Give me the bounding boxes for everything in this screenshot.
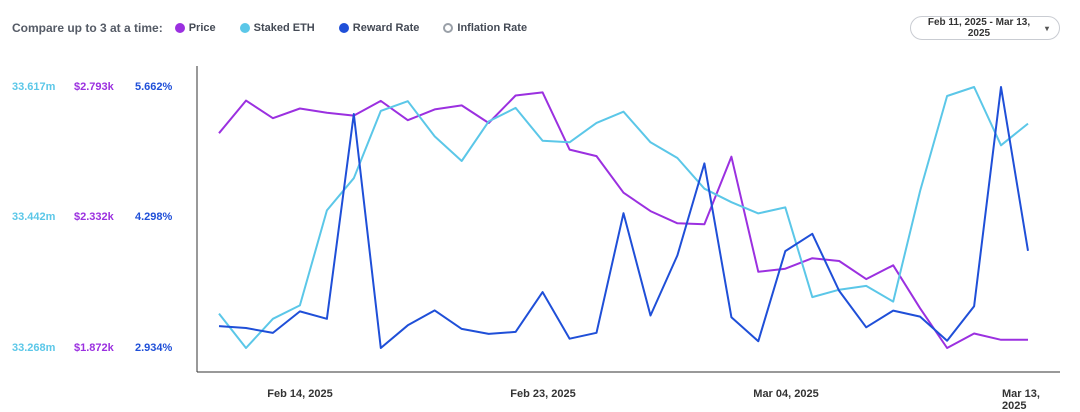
y-tick-reward-rate-mid: 4.298% (135, 211, 173, 223)
legend-label-staked-eth: Staked ETH (253, 22, 315, 34)
legend-label-reward-rate: Reward Rate (352, 22, 420, 34)
y-tick-staked-eth-mid: 33.442m (12, 211, 56, 223)
y-tick-staked-eth-bottom: 33.268m (12, 342, 56, 354)
legend-label-price: Price (188, 22, 216, 34)
chevron-down-icon: ▾ (1044, 23, 1049, 33)
y-tick-price-top: $2.793k (74, 81, 114, 93)
series-line-reward-rate (218, 86, 1029, 349)
y-tick-reward-rate-top: 5.662% (135, 81, 173, 93)
legend-dot-price-icon (174, 23, 185, 33)
legend-label-inflation-rate: Inflation Rate (457, 22, 528, 34)
x-tick-label: Feb 14, 2025 (267, 388, 333, 400)
date-range-label: Feb 11, 2025 - Mar 13, 2025 (927, 17, 1031, 39)
y-tick-price-mid: $2.332k (74, 211, 114, 223)
x-tick-label: Feb 23, 2025 (510, 388, 576, 400)
legend-toggle-price[interactable]: Price (174, 22, 216, 34)
legend-dot-reward-rate-icon (338, 23, 349, 33)
y-tick-staked-eth-top: 33.617m (12, 81, 56, 93)
x-tick-label: Mar 04, 2025 (753, 388, 819, 400)
legend-toggle-staked-eth[interactable]: Staked ETH (239, 22, 315, 34)
series-line-staked-eth (218, 86, 1029, 349)
compare-label: Compare up to 3 at a time: (12, 21, 163, 35)
date-range-dropdown[interactable]: Feb 11, 2025 - Mar 13, 2025 ▾ (910, 16, 1060, 40)
y-tick-price-bottom: $1.872k (74, 342, 114, 354)
y-tick-reward-rate-bottom: 2.934% (135, 342, 173, 354)
legend-toggle-reward-rate[interactable]: Reward Rate (338, 22, 420, 34)
legend-toggle-inflation-rate[interactable]: Inflation Rate (443, 22, 527, 34)
legend-dot-inflation-rate-icon (443, 23, 454, 33)
legend-dot-staked-eth-icon (239, 23, 250, 33)
compare-controls: Compare up to 3 at a time: Price Staked … (12, 14, 551, 42)
